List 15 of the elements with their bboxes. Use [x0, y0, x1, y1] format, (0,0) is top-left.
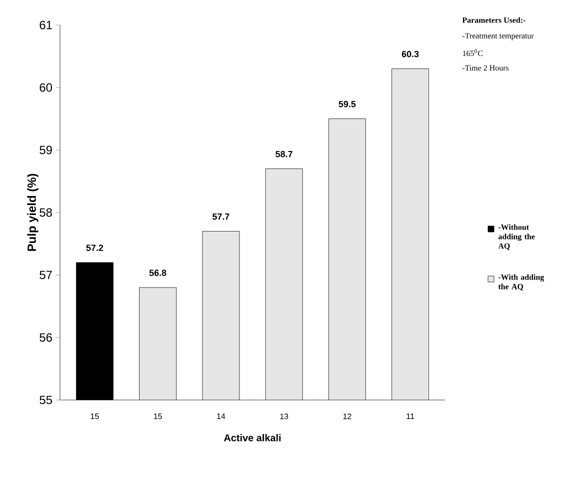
y-tick-label: 58: [40, 208, 52, 217]
x-axis-title: Active alkali: [224, 434, 281, 442]
y-tick-label: 61: [40, 20, 52, 30]
data-label: 57.2: [86, 244, 104, 251]
y-tick-label: 59: [40, 146, 52, 154]
y-tick-label: 55: [40, 396, 52, 404]
data-label: 56.8: [149, 270, 166, 276]
data-label: 57.7: [212, 213, 230, 220]
y-tick-label: 56: [40, 333, 52, 342]
data-label: 60.3: [402, 50, 419, 58]
y-tick-label: 60: [40, 83, 52, 92]
data-label: 59.5: [338, 100, 356, 108]
data-label: 58.7: [276, 150, 292, 158]
y-tick-label: 57: [40, 270, 52, 280]
y-axis-title: Pulp yield (%): [27, 174, 38, 251]
